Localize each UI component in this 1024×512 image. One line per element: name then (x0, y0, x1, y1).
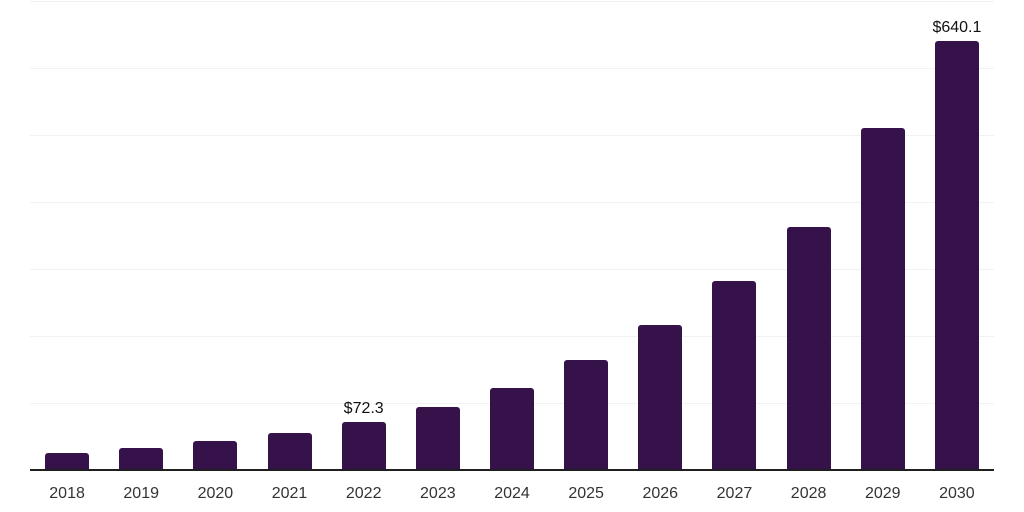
gridline-200 (30, 336, 994, 337)
bar-2030 (934, 41, 979, 470)
tick-label-2021: 2021 (271, 485, 308, 502)
tick-label-2026: 2026 (642, 485, 679, 502)
gridline-400 (30, 202, 994, 203)
data-label-2022: $72.3 (343, 399, 384, 417)
tick-label-2028: 2028 (790, 485, 827, 502)
bar-2023 (415, 407, 460, 470)
tick-label-2018: 2018 (49, 485, 85, 502)
tick-label-2024: 2024 (494, 485, 530, 502)
bar-2028 (786, 227, 831, 470)
gridline-300 (30, 269, 994, 270)
bar-2018 (45, 453, 90, 470)
tick-label-2020: 2020 (197, 485, 234, 502)
bar-2025 (564, 359, 609, 470)
bar-2021 (267, 432, 312, 470)
data-label-2030: $640.1 (932, 19, 982, 37)
bar-2027 (712, 280, 757, 470)
bar-2022 (341, 421, 386, 470)
bar-2024 (490, 387, 534, 470)
gridline-500 (30, 135, 994, 136)
bar-2029 (860, 128, 905, 470)
tick-label-2027: 2027 (716, 485, 753, 502)
tick-label-2023: 2023 (420, 485, 456, 502)
tick-label-2019: 2019 (123, 485, 159, 502)
bar-2026 (638, 325, 683, 470)
x-axis-line (30, 469, 994, 471)
tick-label-2022: 2022 (345, 485, 382, 502)
bar-2019 (119, 447, 164, 470)
bar-2020 (193, 441, 238, 470)
gridline-700 (30, 1, 994, 2)
tick-label-2030: 2030 (939, 485, 975, 502)
gridline-600 (30, 68, 994, 69)
tick-label-2025: 2025 (568, 485, 604, 502)
tick-label-2029: 2029 (864, 485, 901, 502)
